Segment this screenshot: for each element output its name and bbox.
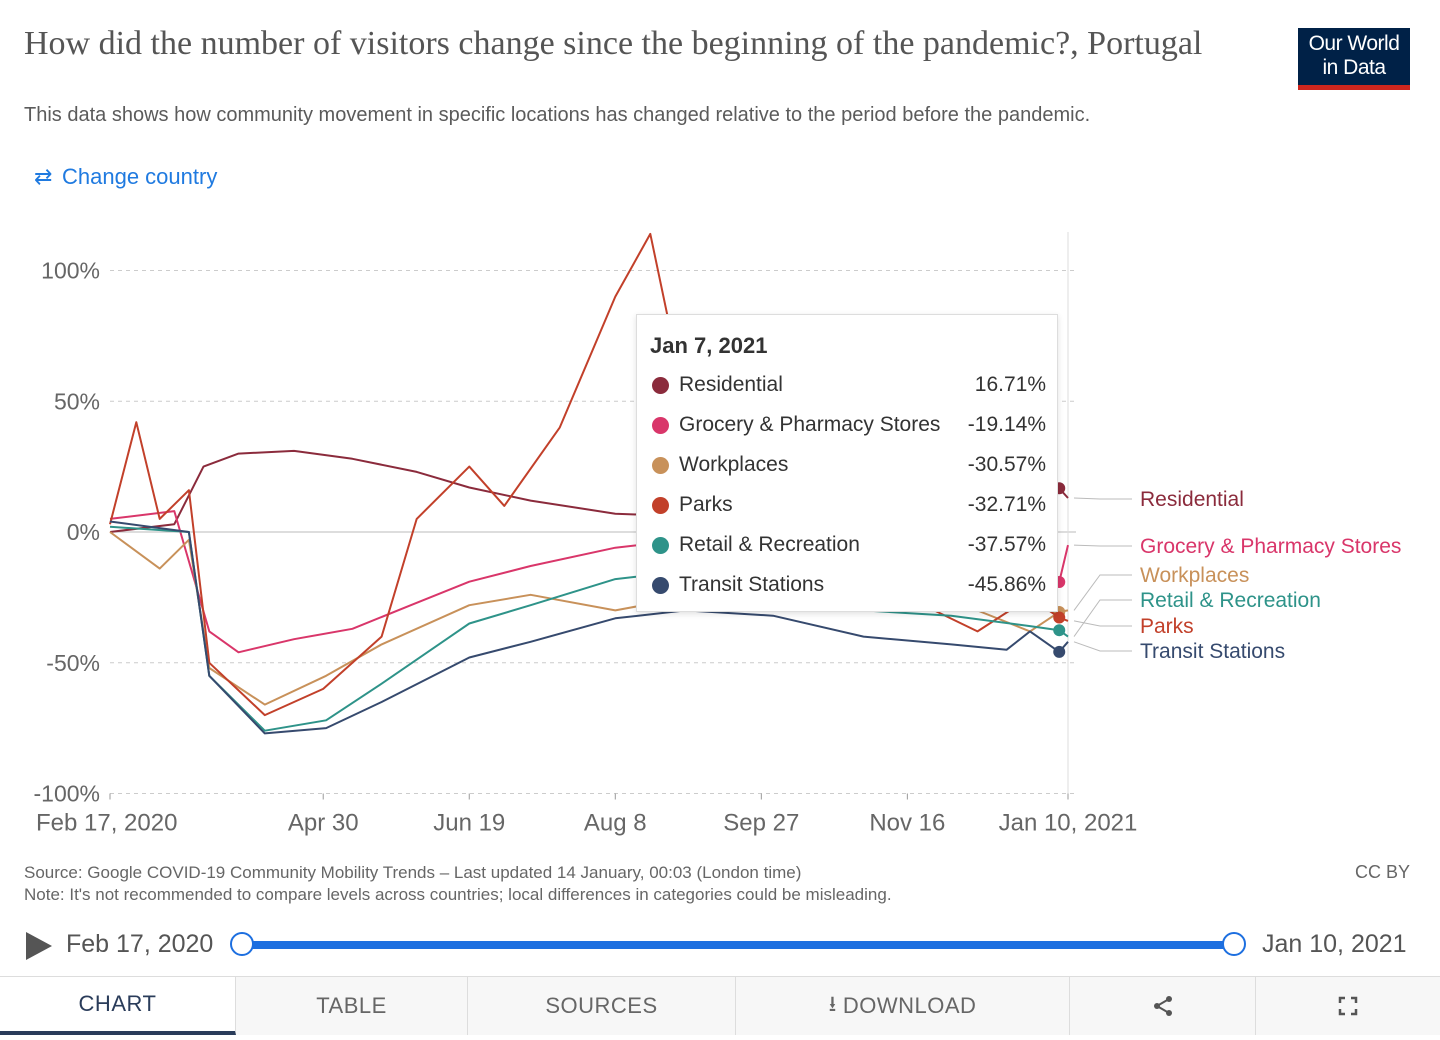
tooltip-date: Jan 7, 2021 — [650, 333, 768, 358]
tooltip-series-value: -30.57% — [967, 453, 1046, 476]
timeline-start-label: Feb 17, 2020 — [66, 930, 214, 958]
x-tick-label: Feb 17, 2020 — [36, 810, 177, 837]
tooltip-series-value: -45.86% — [967, 573, 1046, 596]
series-marker — [1053, 645, 1066, 658]
tooltip-row: Transit Stations -45.86% — [650, 571, 1046, 601]
x-tick-label: Sep 27 — [723, 810, 799, 837]
logo-line-2: in Data — [1322, 56, 1386, 79]
tooltip-row: Grocery & Pharmacy Stores -19.14% — [650, 411, 1046, 441]
line-chart: 100% 50% 0% -50% -100% Feb 17, 2020 Apr 30 Jun … — [34, 232, 1401, 837]
label-connector — [1073, 544, 1132, 547]
legend-dot-icon — [652, 457, 669, 474]
legend-dot-icon — [652, 577, 669, 594]
legend-dot-icon — [652, 377, 669, 394]
license-link[interactable]: CC BY — [1354, 862, 1410, 882]
fullscreen-icon — [1338, 996, 1358, 1016]
x-tick-label: Jan 10, 2021 — [999, 810, 1138, 837]
series-end-label: Residential — [1140, 488, 1244, 511]
source-line[interactable]: Source: Google COVID-19 Community Mobili… — [24, 863, 802, 882]
tab-chart[interactable]: CHART — [0, 977, 236, 1035]
chart-subtitle: This data shows how community movement i… — [24, 104, 1091, 126]
owid-logo[interactable]: Our World in Data — [1298, 28, 1410, 90]
tooltip-row: Workplaces -30.57% — [650, 451, 1046, 481]
series-end-label: Transit Stations — [1140, 640, 1285, 663]
tooltip-series-name: Workplaces — [679, 453, 789, 476]
source-note: Source: Google COVID-19 Community Mobili… — [24, 862, 892, 906]
tab-bar: CHART TABLE SOURCES ⭳ DOWNLOAD — [0, 976, 1440, 1035]
tooltip-series-value: -37.57% — [967, 533, 1046, 556]
label-connector — [1073, 620, 1132, 627]
label-connector — [1073, 497, 1132, 500]
timeline-end-handle[interactable] — [1222, 932, 1246, 956]
series-end-label: Workplaces — [1140, 564, 1249, 587]
timeline-track[interactable] — [242, 941, 1234, 949]
timeline-end-label: Jan 10, 2021 — [1262, 930, 1407, 958]
change-country-label: Change country — [62, 164, 218, 189]
share-icon — [1153, 996, 1172, 1016]
timeline: Feb 17, 2020 Jan 10, 2021 — [0, 920, 1440, 970]
x-tick-label: Aug 8 — [584, 810, 647, 837]
fullscreen-button[interactable] — [1256, 977, 1440, 1035]
tooltip-row: Residential 16.71% — [650, 371, 1046, 401]
tooltip-row: Parks -32.71% — [650, 491, 1046, 521]
series-end-label: Retail & Recreation — [1140, 589, 1321, 612]
tooltip-series-name: Parks — [679, 493, 733, 516]
download-label: DOWNLOAD — [842, 993, 977, 1018]
tooltip-series-value: -19.14% — [967, 413, 1046, 436]
label-connector — [1073, 599, 1132, 637]
note-line: Note: It's not recommended to compare le… — [24, 885, 892, 904]
tab-sources[interactable]: SOURCES — [468, 977, 736, 1035]
change-country-link[interactable]: ⇄ Change country — [34, 164, 217, 190]
share-button[interactable] — [1070, 977, 1256, 1035]
chart-title: How did the number of visitors change si… — [24, 25, 1203, 62]
legend-dot-icon — [652, 537, 669, 554]
y-tick-label: -100% — [34, 781, 100, 807]
x-tick-label: Nov 16 — [869, 810, 945, 837]
series-line — [109, 520, 1069, 735]
timeline-start-handle[interactable] — [230, 932, 254, 956]
label-connector — [1073, 574, 1132, 611]
tooltip-series-name: Transit Stations — [679, 573, 825, 596]
tooltip-series-name: Retail & Recreation — [679, 533, 860, 556]
y-tick-label: 0% — [67, 519, 100, 545]
x-tick-label: Jun 19 — [433, 810, 505, 837]
y-tick-label: -50% — [46, 650, 100, 676]
series-end-label: Grocery & Pharmacy Stores — [1140, 535, 1401, 558]
play-icon[interactable] — [26, 932, 52, 960]
chart-tooltip: Jan 7, 2021 Residential 16.71% Grocery &… — [636, 314, 1058, 612]
x-tick-label: Apr 30 — [288, 810, 359, 837]
series-end-label: Parks — [1140, 615, 1194, 638]
logo-line-1: Our World — [1308, 32, 1400, 55]
label-connector — [1073, 641, 1132, 652]
tab-table[interactable]: TABLE — [236, 977, 468, 1035]
tab-download[interactable]: ⭳ DOWNLOAD — [736, 977, 1070, 1035]
download-icon: ⭳ — [828, 991, 837, 1016]
tooltip-row: Retail & Recreation -37.57% — [650, 531, 1046, 561]
tooltip-series-name: Residential — [679, 373, 783, 396]
tooltip-series-value: 16.71% — [974, 373, 1046, 396]
legend-dot-icon — [652, 497, 669, 514]
tooltip-series-value: -32.71% — [967, 493, 1046, 516]
series-marker — [1053, 611, 1066, 624]
swap-arrows-icon: ⇄ — [34, 164, 53, 189]
series-marker — [1053, 624, 1066, 637]
legend-dot-icon — [652, 417, 669, 434]
y-tick-label: 100% — [41, 258, 100, 284]
tooltip-series-name: Grocery & Pharmacy Stores — [679, 413, 941, 436]
y-tick-label: 50% — [54, 388, 100, 414]
